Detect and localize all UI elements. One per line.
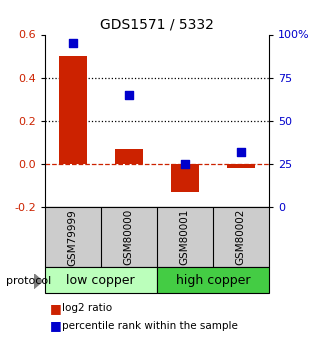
Bar <box>45 267 157 293</box>
Text: GSM80001: GSM80001 <box>180 209 190 265</box>
Title: GDS1571 / 5332: GDS1571 / 5332 <box>100 18 214 32</box>
Text: percentile rank within the sample: percentile rank within the sample <box>62 321 238 331</box>
Point <box>238 149 244 155</box>
Polygon shape <box>34 274 43 289</box>
Text: ■: ■ <box>50 302 61 315</box>
Point <box>70 40 76 46</box>
Text: GSM80000: GSM80000 <box>124 209 134 265</box>
Bar <box>227 164 255 168</box>
Text: ■: ■ <box>50 319 61 333</box>
Text: high copper: high copper <box>176 274 250 287</box>
Bar <box>115 149 143 164</box>
Bar <box>171 164 199 192</box>
Text: log2 ratio: log2 ratio <box>62 303 113 313</box>
Text: protocol: protocol <box>6 276 52 286</box>
Bar <box>59 56 87 164</box>
Text: GSM80002: GSM80002 <box>236 209 246 265</box>
Text: GSM79999: GSM79999 <box>68 209 78 266</box>
Text: low copper: low copper <box>67 274 135 287</box>
Point <box>182 161 188 167</box>
Point <box>126 92 132 98</box>
Bar <box>157 267 269 293</box>
